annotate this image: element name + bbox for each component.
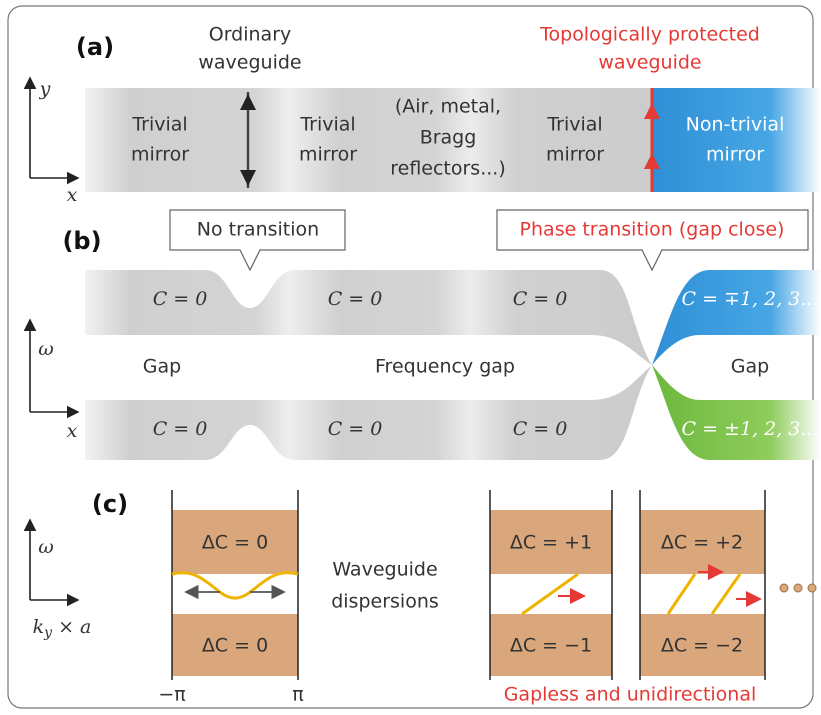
strip-blue — [652, 88, 821, 192]
dot — [779, 583, 789, 593]
axis-label: x — [67, 184, 78, 206]
region: mirror — [299, 144, 357, 166]
box — [172, 510, 298, 574]
dispersion — [171, 571, 299, 600]
band-blue — [652, 270, 821, 365]
band-label: C = 0 — [328, 418, 383, 440]
callout — [496, 209, 809, 272]
gap-label: Gap — [731, 356, 769, 378]
band-label: C = 0 — [328, 288, 383, 310]
middle-label: dispersions — [331, 591, 439, 613]
band-label: C = ±1, 2, 3... — [682, 418, 819, 440]
title: waveguide — [598, 52, 701, 74]
dispersion-panel — [639, 490, 766, 680]
axis-label: ω — [38, 536, 54, 558]
box-label: ΔC = 0 — [202, 635, 268, 657]
box-label: ΔC = −1 — [510, 635, 592, 657]
region: mirror — [131, 144, 189, 166]
title: Topologically protected — [539, 24, 760, 46]
panel-label: (b) — [62, 227, 101, 255]
box — [490, 614, 612, 676]
region: (Air, metal, — [395, 96, 501, 118]
band-label: C = 0 — [513, 418, 568, 440]
axis-rest: × a — [52, 616, 91, 638]
region: mirror — [706, 144, 764, 166]
region: reflectors...) — [390, 158, 506, 180]
callout-text: No transition — [197, 219, 319, 241]
strip — [85, 88, 652, 192]
region: Trivial — [546, 114, 602, 136]
box — [172, 614, 298, 676]
band-label: C = 0 — [153, 418, 208, 440]
axis-sub: y — [43, 625, 53, 641]
band-label: C = 0 — [513, 288, 568, 310]
band-label: C = ∓1, 2, 3... — [682, 288, 819, 310]
middle-label: Waveguide — [332, 559, 437, 581]
callout-text: Phase transition (gap close) — [520, 219, 785, 241]
axis-label: ω — [38, 338, 54, 360]
region: Trivial — [131, 114, 187, 136]
panel-label: (c) — [92, 490, 128, 518]
axis-label: ky × a — [33, 616, 92, 641]
dot — [793, 583, 803, 593]
dispersion-panel — [171, 490, 299, 680]
axis-label: y — [39, 78, 51, 100]
band — [85, 270, 652, 365]
band — [85, 365, 652, 460]
box-label: ΔC = +1 — [510, 532, 592, 554]
box — [490, 510, 612, 574]
callout — [169, 209, 346, 272]
x-label: π — [292, 684, 303, 706]
panel-label: (a) — [76, 33, 114, 61]
frame — [7, 5, 814, 709]
dispersion — [710, 573, 742, 615]
region: Non-trivial — [686, 114, 785, 136]
axis-base: k — [33, 616, 45, 638]
box-label: ΔC = −2 — [661, 635, 743, 657]
dot — [807, 583, 817, 593]
axis-label: x — [67, 420, 78, 442]
dispersion — [666, 573, 697, 615]
box — [640, 510, 765, 574]
gap-label: Gap — [143, 356, 181, 378]
title: Ordinary — [209, 24, 292, 46]
region: Bragg — [420, 127, 477, 149]
region: Trivial — [299, 114, 355, 136]
x-label: −π — [158, 684, 185, 706]
band-label: C = 0 — [153, 288, 208, 310]
region: mirror — [546, 144, 604, 166]
gap-label: Frequency gap — [375, 356, 515, 378]
caption: Gapless and unidirectional — [504, 684, 757, 706]
dispersion-panel — [489, 490, 613, 680]
box-label: ΔC = +2 — [661, 532, 743, 554]
dispersion — [521, 572, 579, 616]
box-label: ΔC = 0 — [202, 532, 268, 554]
title: waveguide — [198, 52, 301, 74]
band-green — [652, 365, 821, 460]
box — [640, 614, 765, 676]
